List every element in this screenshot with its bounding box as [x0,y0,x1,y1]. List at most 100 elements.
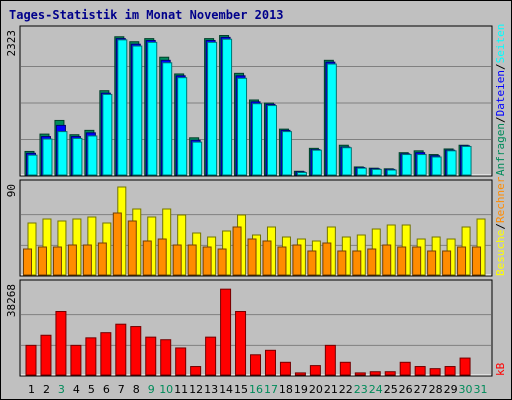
legend-item-rechner: Rechner [494,176,507,223]
bar-middle-rechner-day-27 [412,246,422,276]
bar-bottom-kb-day-25 [384,371,396,376]
bar-top-seiten-day-27 [416,154,427,176]
bar-middle-rechner-day-9 [142,240,152,276]
bar-top-seiten-day-13 [207,41,218,176]
bar-bottom-kb-day-16 [250,354,262,376]
bar-middle-rechner-day-19 [292,244,302,276]
bar-middle-rechner-day-17 [262,240,272,276]
legend-item-besuche: Besuche [494,230,507,276]
bar-top-seiten-day-8 [132,45,143,176]
bar-middle-rechner-day-15 [232,226,242,276]
bar-bottom-kb-day-2 [40,334,52,376]
legend-separator: / [494,63,507,70]
bar-top-seiten-day-17 [266,105,277,176]
bar-middle-rechner-day-5 [82,244,92,276]
bar-middle-rechner-day-18 [277,246,287,276]
bar-top-seiten-day-4 [72,137,83,176]
day-label-4: 4 [73,383,80,396]
day-label-29: 29 [444,383,458,396]
day-label-1: 1 [28,383,35,396]
day-label-27: 27 [414,383,428,396]
bar-bottom-kb-day-12 [190,366,202,376]
bar-top-seiten-day-15 [237,77,248,176]
day-label-10: 10 [159,383,173,396]
bar-top-seiten-day-3 [57,131,68,176]
bar-middle-rechner-day-11 [172,244,182,276]
bar-top-seiten-day-18 [281,131,292,176]
bar-bottom-kb-day-11 [175,347,187,376]
day-label-21: 21 [324,383,338,396]
bar-bottom-kb-day-21 [324,344,336,376]
day-label-23: 23 [354,383,368,396]
bar-middle-rechner-day-3 [52,246,62,276]
day-label-11: 11 [174,383,188,396]
bar-top-seiten-day-7 [117,39,128,176]
day-label-9: 9 [148,383,155,396]
day-label-13: 13 [204,383,218,396]
bar-bottom-kb-day-28 [429,368,441,376]
bar-bottom-kb-day-8 [130,326,142,376]
bar-middle-rechner-day-16 [247,238,257,276]
right-legend-top: Anfragen/Dateien/Seiten [494,24,507,176]
bar-bottom-kb-day-10 [160,339,172,376]
day-label-28: 28 [429,383,443,396]
bar-bottom-kb-day-15 [235,311,247,376]
legend-item-anfragen: Anfragen [494,123,507,176]
day-label-25: 25 [384,383,398,396]
bar-bottom-kb-day-3 [55,311,67,376]
bar-top-seiten-day-21 [326,63,337,176]
day-label-31: 31 [474,383,488,396]
day-label-3: 3 [58,383,65,396]
bar-middle-rechner-day-25 [382,244,392,276]
day-label-15: 15 [234,383,248,396]
day-label-30: 30 [459,383,473,396]
bar-middle-rechner-day-2 [37,246,47,276]
bar-middle-rechner-day-7 [112,212,122,276]
bar-bottom-kb-day-29 [444,366,456,376]
bar-top-seiten-day-11 [177,77,188,176]
day-label-7: 7 [118,383,125,396]
day-label-14: 14 [219,383,233,396]
day-label-26: 26 [399,383,413,396]
bar-top-seiten-day-2 [42,138,53,176]
bar-middle-rechner-day-12 [187,244,197,276]
bar-middle-rechner-day-29 [442,250,452,276]
bar-middle-rechner-day-23 [352,250,362,276]
bar-bottom-kb-day-17 [264,349,276,376]
chart-title: Tages-Statistik im Monat November 2013 [9,8,284,22]
day-label-17: 17 [264,383,278,396]
legend-separator: / [494,223,507,230]
bar-top-seiten-day-25 [386,169,397,176]
bar-top-seiten-day-10 [162,62,173,176]
bar-middle-rechner-day-21 [322,242,332,276]
bar-middle-rechner-day-8 [127,220,137,276]
bar-bottom-kb-day-18 [279,361,291,376]
right-legend-bottom: kB [494,362,507,376]
bar-middle-rechner-day-20 [307,250,317,276]
day-label-24: 24 [369,383,383,396]
day-label-20: 20 [309,383,323,396]
y-max-label-top: 2323 [5,30,18,57]
day-label-6: 6 [103,383,110,396]
bar-middle-rechner-day-28 [427,250,437,276]
bar-middle-rechner-day-22 [337,250,347,276]
bar-top-seiten-day-29 [446,150,457,176]
bar-bottom-kb-day-5 [85,337,97,376]
bar-top-seiten-day-22 [341,147,352,176]
legend-item-seiten: Seiten [494,24,507,64]
bar-bottom-kb-day-1 [25,344,37,376]
legend-item-dateien: Dateien [494,70,507,116]
bar-middle-rechner-day-30 [457,246,467,276]
y-max-label-middle: 90 [5,184,18,197]
day-label-8: 8 [133,383,140,396]
bar-middle-rechner-day-10 [157,238,167,276]
bar-top-seiten-day-12 [192,141,203,176]
bar-top-seiten-day-19 [296,172,307,176]
bar-top-seiten-day-26 [401,154,412,176]
bar-top-seiten-day-9 [147,41,158,176]
bar-top-seiten-day-14 [222,38,233,176]
bar-middle-rechner-day-6 [97,242,107,276]
day-label-19: 19 [294,383,308,396]
day-label-22: 22 [339,383,353,396]
bar-middle-rechner-day-24 [367,248,377,276]
